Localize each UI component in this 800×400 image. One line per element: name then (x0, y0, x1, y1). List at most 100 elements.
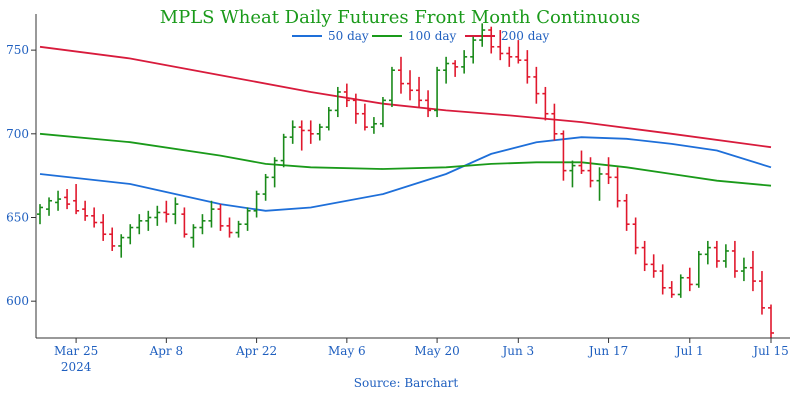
ohlc-bar (217, 204, 224, 231)
ohlc-bar (100, 214, 107, 241)
ohlc-bar (37, 204, 43, 225)
ohlc-bar (587, 157, 594, 188)
legend: 50 day 100 day 200 day (292, 29, 550, 43)
ohlc-bar (713, 240, 720, 268)
ohlc-bar (64, 189, 71, 210)
ohlc-bar (82, 200, 89, 221)
ohlc-bar (388, 66, 395, 108)
source-note: Source: Barchart (354, 376, 459, 390)
ohlc-bar (262, 173, 269, 201)
ohlc-bar (280, 133, 287, 168)
ohlc-bar (407, 70, 414, 101)
series-line-50-day (39, 136, 772, 212)
ohlc-bar (506, 46, 513, 67)
ohlc-bar (55, 190, 62, 211)
ohlc-bar (632, 217, 639, 255)
ohlc-bar (425, 90, 432, 118)
ohlc-bar (560, 130, 567, 181)
y-tick-label: 700 (6, 127, 29, 141)
x-tick-label: Jul 15 (751, 344, 788, 358)
ohlc-bar (533, 66, 540, 104)
ohlc-bar (434, 66, 441, 118)
ohlc-bar (145, 210, 152, 231)
ohlc-bar (289, 120, 296, 144)
legend-label: 200 day (501, 29, 550, 43)
legend-label: 100 day (408, 29, 457, 43)
ohlc-bar (596, 167, 603, 201)
ohlc-bar (731, 240, 738, 278)
ohlc-bar (154, 205, 161, 226)
ohlc-bar (497, 30, 504, 61)
ohlc-bar (244, 207, 251, 231)
x-tick-label: Jul 1 (674, 344, 704, 358)
ohlc-bar (768, 304, 774, 338)
ohlc-bar (73, 184, 80, 215)
ohlc-bar (470, 36, 477, 64)
ohlc-bar (298, 120, 305, 151)
ohlc-bar (443, 56, 450, 84)
plot-area (37, 23, 774, 338)
ohlc-bar (650, 254, 657, 278)
ohlc-bar (127, 224, 134, 245)
x-tick-label: Jun 17 (587, 344, 628, 358)
ohlc-bar (235, 220, 242, 238)
ohlc-bar (343, 83, 350, 108)
ohlc-bar (704, 240, 711, 265)
legend-item: 50 day (292, 29, 369, 43)
y-tick-label: 650 (6, 210, 29, 224)
chart-title: MPLS Wheat Daily Futures Front Month Con… (160, 7, 641, 28)
ohlc-bar (163, 200, 170, 223)
ohlc-bar (722, 244, 729, 268)
ohlc-bar (199, 214, 206, 235)
ohlc-bar (659, 264, 666, 295)
ohlc-bar (397, 56, 404, 94)
ohlc-bar (361, 103, 368, 131)
ohlc-bar (325, 107, 332, 131)
x-tick-label: Apr 8 (149, 344, 184, 358)
x-tick-label: Jun 3 (500, 344, 534, 358)
legend-item: 200 day (465, 29, 550, 43)
ohlc-bar (578, 150, 585, 174)
y-tick-label: 600 (6, 294, 29, 308)
ohlc-bar (695, 250, 702, 288)
x-tick-label: May 6 (328, 344, 366, 358)
ohlc-bar (515, 40, 522, 64)
ohlc-bar (136, 214, 143, 235)
x-tick-label: Apr 22 (235, 344, 277, 358)
axes: 600 650 700 750 Mar 25 2024 Apr 8 Apr 22 May 6 Ma… (6, 14, 790, 374)
legend-label: 50 day (328, 29, 369, 43)
ohlc-bar (416, 76, 423, 108)
ohlc-bar (452, 60, 459, 77)
ohlc-bar (379, 96, 386, 128)
series-line-100-day (39, 132, 772, 187)
ohlc-bar (190, 224, 197, 248)
ohlc-bar (181, 207, 188, 238)
ohlc-bar (686, 267, 693, 292)
ohlc-bar (316, 123, 323, 141)
ohlc-bar (461, 50, 468, 74)
ohlc-bar (758, 271, 765, 315)
ohlc-bar (208, 200, 215, 228)
ohlc-bar (542, 86, 549, 121)
ohlc-bar (623, 194, 630, 231)
ohlc-bar (91, 207, 98, 228)
y-tick-label: 750 (6, 43, 29, 57)
ohlc-bar (641, 240, 648, 272)
ohlc-bar (524, 50, 531, 84)
ohlc-bar (109, 227, 116, 251)
ohlc-bar (271, 157, 278, 188)
ohlc-bar (749, 250, 756, 292)
ohlc-bar (569, 160, 576, 188)
series-line-200-day (39, 45, 772, 149)
x-tick-sublabel: 2024 (61, 360, 92, 374)
ohlc-bar (551, 103, 558, 141)
legend-item: 100 day (372, 29, 457, 43)
ohlc-bar (172, 197, 179, 225)
ohlc-bar (370, 117, 377, 134)
ohlc-bar (46, 197, 53, 216)
ohlc-bar (226, 217, 233, 238)
ohlc-bar (479, 23, 486, 47)
ohlc-bar (334, 86, 341, 118)
ohlc-bar (488, 26, 495, 54)
